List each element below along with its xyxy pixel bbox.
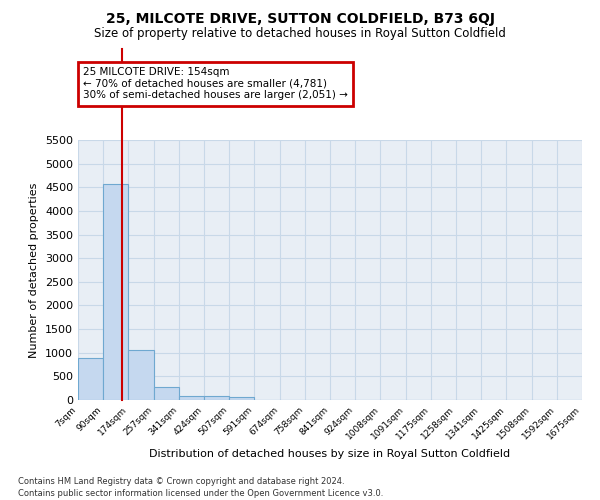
Text: Contains HM Land Registry data © Crown copyright and database right 2024.: Contains HM Land Registry data © Crown c… xyxy=(18,477,344,486)
Bar xyxy=(128,350,154,400)
Text: 25, MILCOTE DRIVE, SUTTON COLDFIELD, B73 6QJ: 25, MILCOTE DRIVE, SUTTON COLDFIELD, B73… xyxy=(106,12,494,26)
Text: Size of property relative to detached houses in Royal Sutton Coldfield: Size of property relative to detached ho… xyxy=(94,28,506,40)
Bar xyxy=(154,387,179,400)
Text: 25 MILCOTE DRIVE: 154sqm
← 70% of detached houses are smaller (4,781)
30% of sem: 25 MILCOTE DRIVE: 154sqm ← 70% of detach… xyxy=(83,67,348,100)
Text: Contains public sector information licensed under the Open Government Licence v3: Contains public sector information licen… xyxy=(18,488,383,498)
Bar xyxy=(179,396,204,400)
X-axis label: Distribution of detached houses by size in Royal Sutton Coldfield: Distribution of detached houses by size … xyxy=(149,450,511,460)
Bar xyxy=(103,184,128,400)
Bar xyxy=(78,358,103,400)
Bar xyxy=(229,398,254,400)
Y-axis label: Number of detached properties: Number of detached properties xyxy=(29,182,40,358)
Bar xyxy=(204,396,229,400)
